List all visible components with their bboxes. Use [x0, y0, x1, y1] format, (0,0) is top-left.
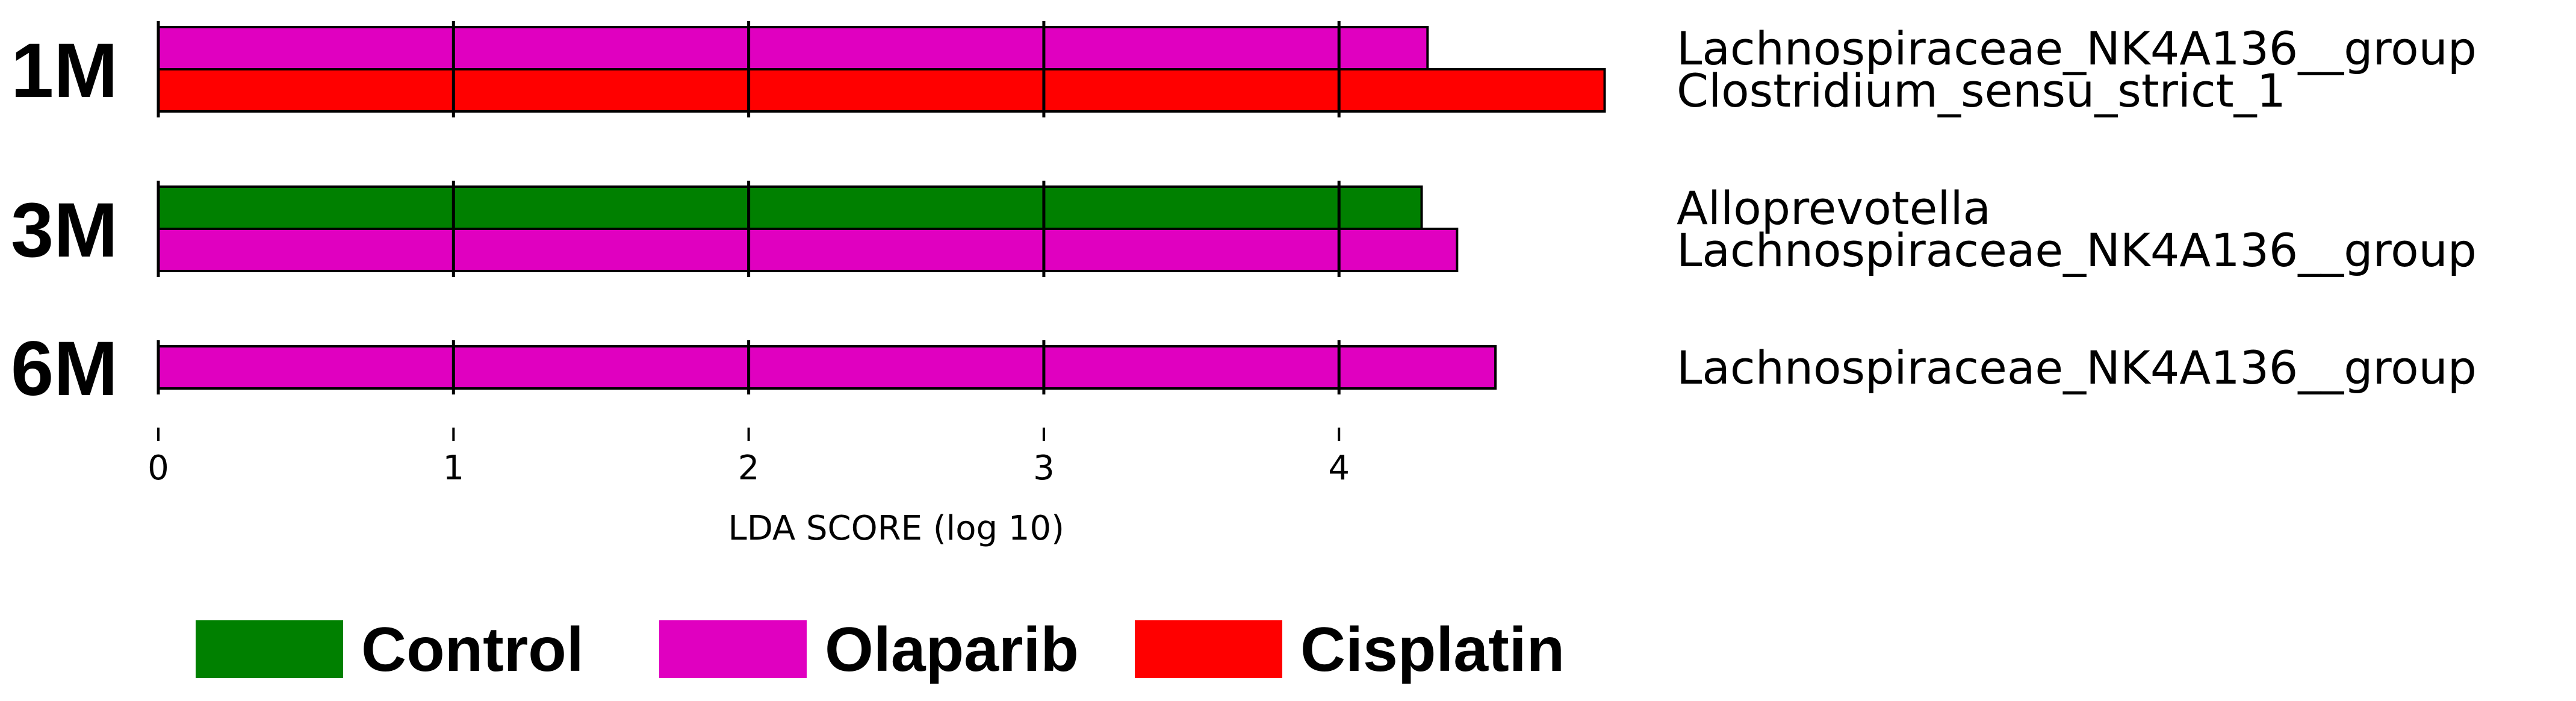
- bar-1M-1: [157, 26, 1429, 70]
- x-tick-label-0: 0: [147, 449, 169, 488]
- legend-swatch-control: [196, 620, 343, 678]
- legend-label-control: Control: [361, 615, 584, 685]
- legend-label-cisplatin: Cisplatin: [1300, 615, 1565, 685]
- bar-3M-1: [157, 185, 1423, 230]
- feature-label-1M-1: Lachnospiraceae_NK4A136__group: [1677, 22, 2477, 75]
- bar-6M-1: [157, 345, 1497, 390]
- x-tick-label-4: 4: [1328, 449, 1350, 488]
- legend-swatch-olaparib: [659, 620, 807, 678]
- panel-label-6M: 6M: [11, 326, 118, 412]
- bar-3M-2: [157, 228, 1459, 272]
- panel-label-3M: 3M: [11, 187, 118, 273]
- bar-1M-2: [157, 68, 1606, 113]
- legend-label-olaparib: Olaparib: [825, 615, 1079, 685]
- x-tick-label-1: 1: [442, 449, 464, 488]
- x-axis-title: LDA SCORE (log 10): [728, 509, 1064, 548]
- feature-label-6M-1: Lachnospiraceae_NK4A136__group: [1677, 341, 2477, 394]
- feature-label-1M-2: Clostridium_sensu_strict_1: [1677, 64, 2286, 117]
- panel-label-1M: 1M: [11, 28, 118, 114]
- feature-label-3M-1: Alloprevotella: [1677, 181, 1991, 235]
- x-tick-label-3: 3: [1033, 449, 1055, 488]
- x-tick-label-2: 2: [738, 449, 760, 488]
- feature-label-3M-2: Lachnospiraceae_NK4A136__group: [1677, 223, 2477, 277]
- legend-swatch-cisplatin: [1135, 620, 1282, 678]
